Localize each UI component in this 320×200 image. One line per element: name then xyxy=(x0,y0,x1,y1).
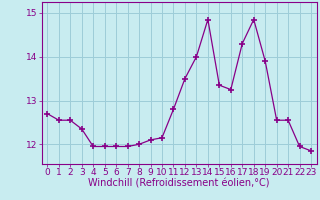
X-axis label: Windchill (Refroidissement éolien,°C): Windchill (Refroidissement éolien,°C) xyxy=(88,179,270,189)
